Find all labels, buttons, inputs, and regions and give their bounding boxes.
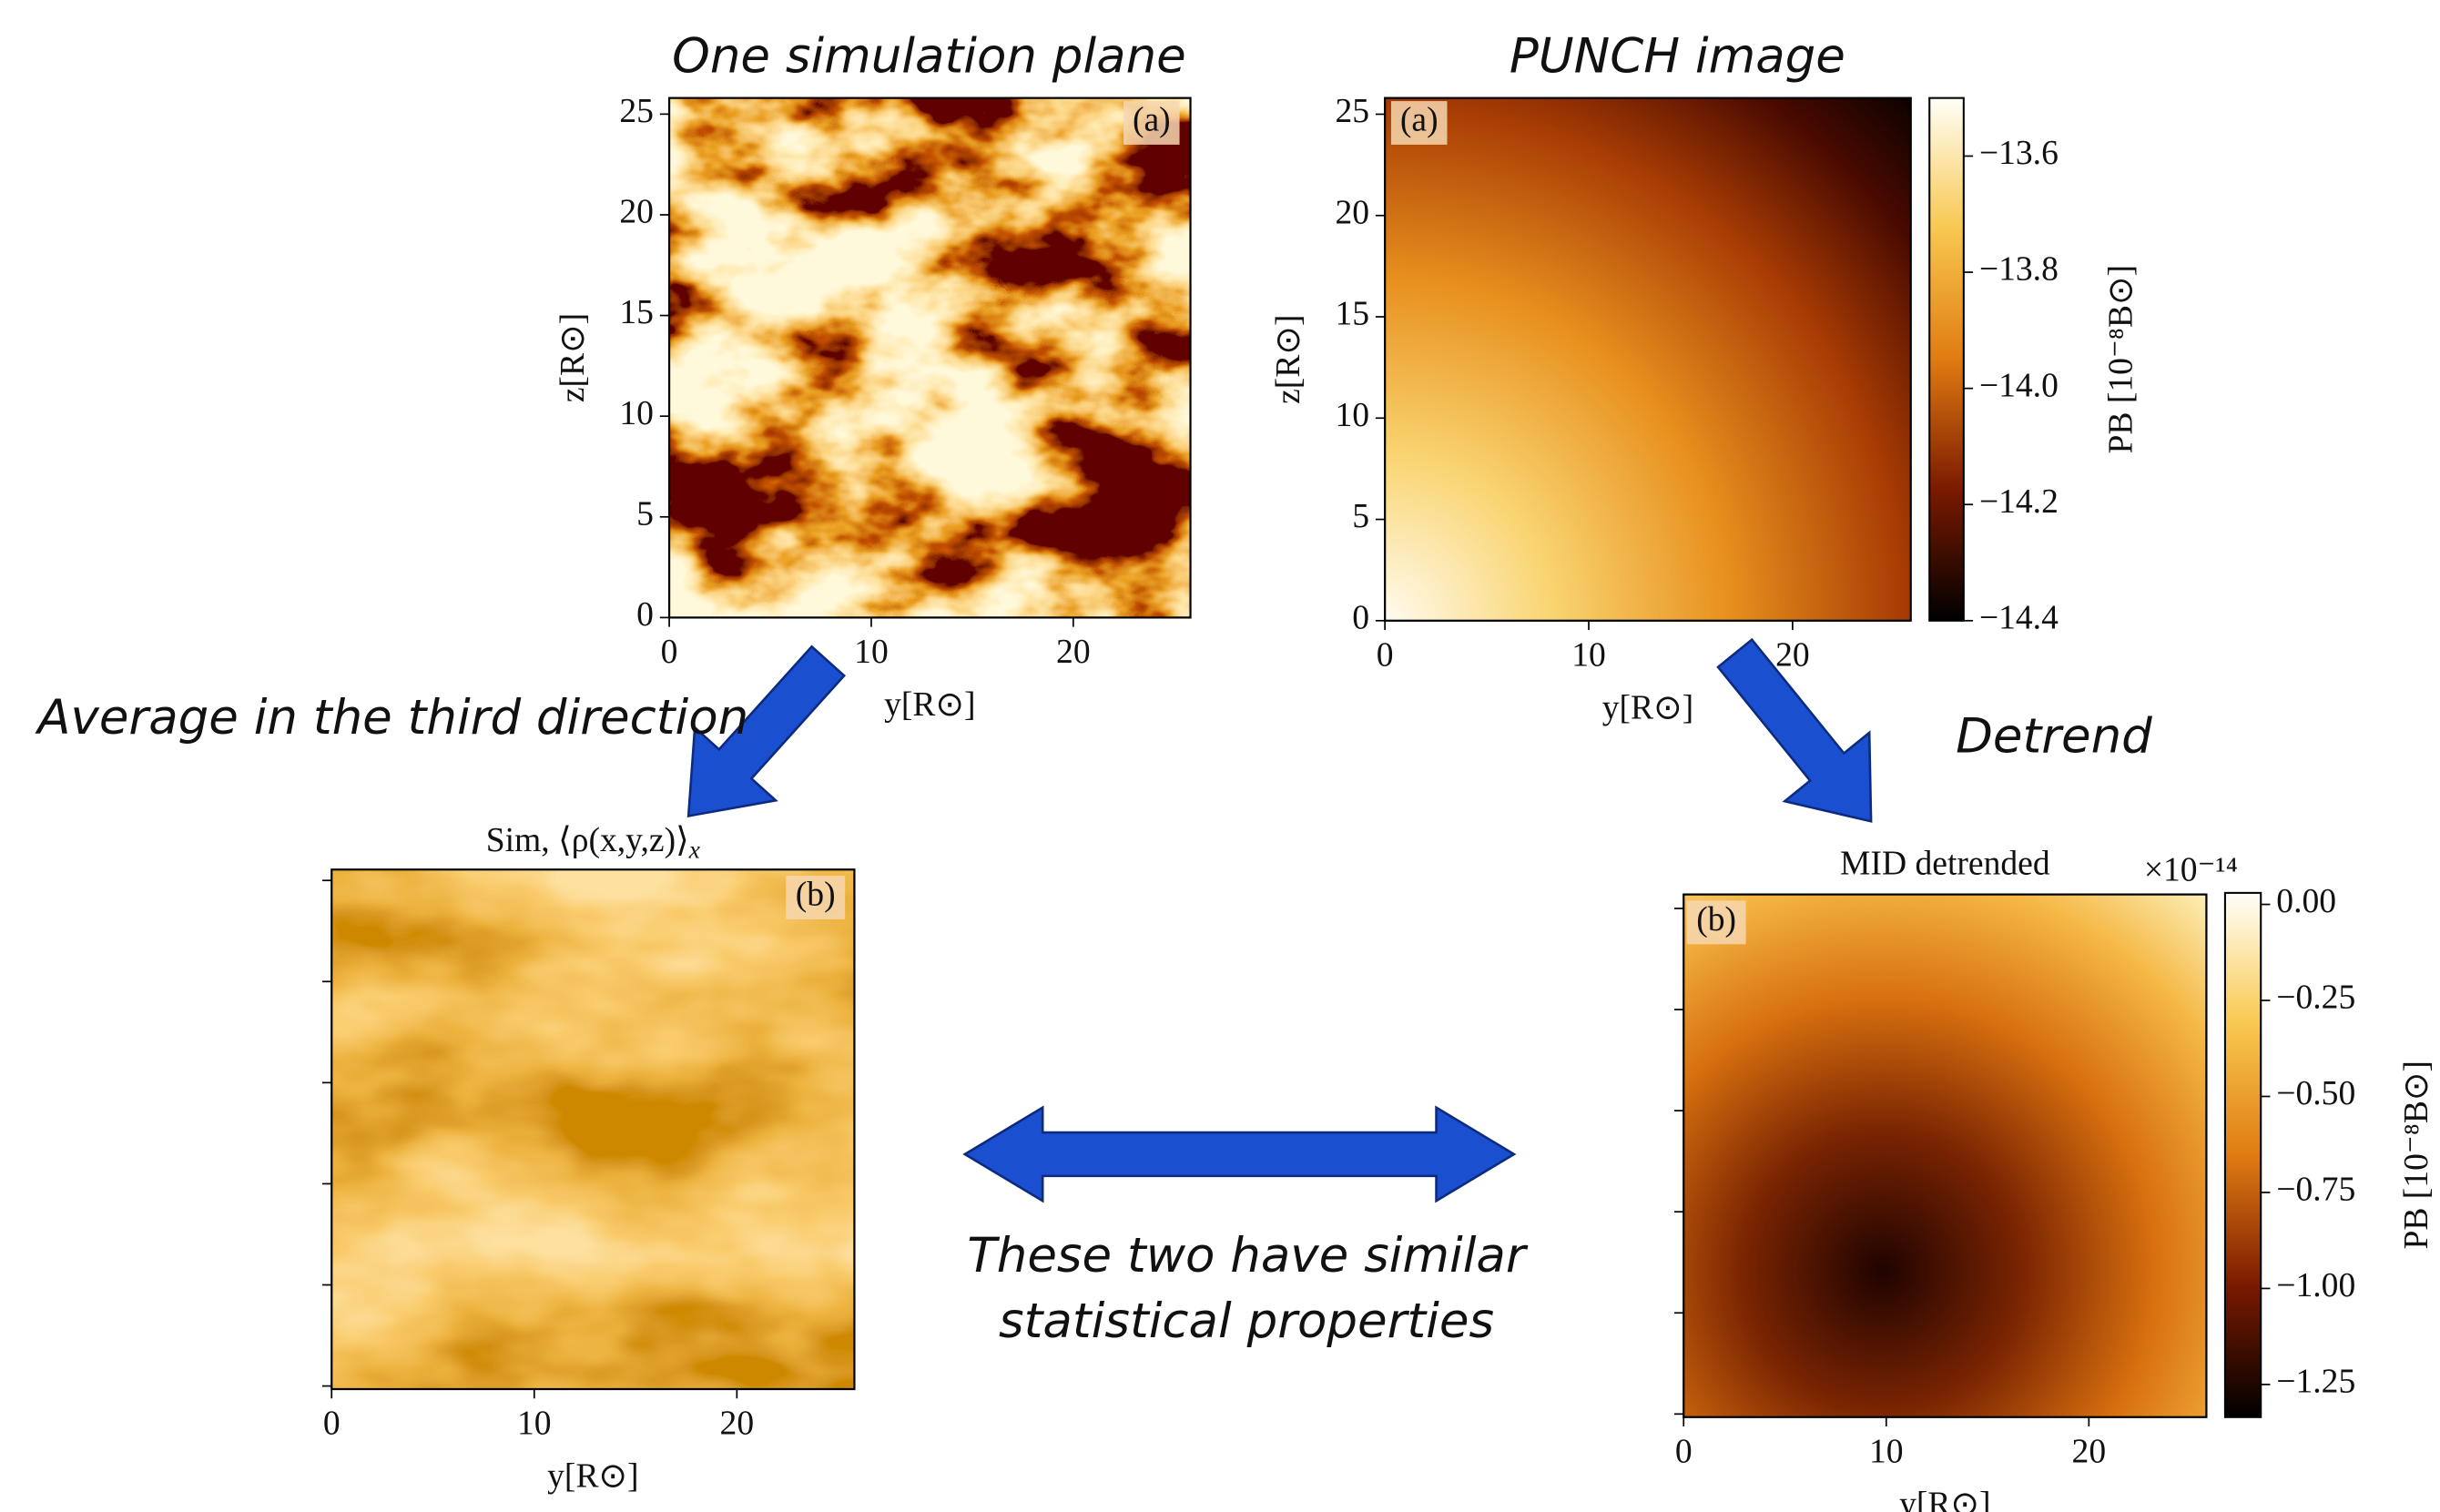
panel-title: One simulation plane xyxy=(672,29,1186,85)
y-tick-label: 0 xyxy=(636,596,654,634)
y-axis-label: z[R⊙] xyxy=(1270,315,1307,404)
heatmap xyxy=(1385,98,1911,621)
x-tick-label: 20 xyxy=(1056,634,1091,671)
x-tick-label: 0 xyxy=(661,634,678,671)
panel-label: (b) xyxy=(1696,901,1736,939)
colorbar-tick-label: −14.2 xyxy=(1979,483,2059,521)
colorbar xyxy=(1929,98,1964,621)
x-axis-label: y[R⊙] xyxy=(1602,690,1693,727)
y-tick-label: 0 xyxy=(1352,599,1369,636)
x-tick-label: 10 xyxy=(1869,1433,1904,1470)
x-tick-label: 0 xyxy=(323,1405,341,1443)
title-subscript: x xyxy=(688,837,700,864)
x-tick-label: 20 xyxy=(1775,636,1810,674)
panel-label: (a) xyxy=(1400,102,1439,139)
x-tick-label: 10 xyxy=(854,634,889,671)
colorbar-label: PB [10⁻⁸B⊙] xyxy=(2398,1060,2435,1249)
x-tick-label: 10 xyxy=(517,1405,552,1443)
colorbar-tick-label: 0.00 xyxy=(2276,883,2336,920)
y-tick-label: 25 xyxy=(1335,93,1369,130)
colorbar-tick-label: −14.4 xyxy=(1979,599,2059,636)
panel-title: PUNCH image xyxy=(1510,29,1845,85)
heatmap xyxy=(331,869,854,1389)
heatmap xyxy=(1683,895,2206,1417)
colorbar-multiplier: ×10⁻¹⁴ xyxy=(2144,851,2238,888)
y-tick-label: 15 xyxy=(619,294,654,331)
y-tick-label: 20 xyxy=(619,194,654,231)
colorbar-tick-label: −13.6 xyxy=(1979,135,2059,172)
x-tick-label: 10 xyxy=(1571,636,1606,674)
colorbar-tick-label: −14.0 xyxy=(1979,367,2059,404)
colorbar xyxy=(2225,893,2261,1417)
y-tick-label: 5 xyxy=(1352,498,1369,535)
y-tick-label: 10 xyxy=(1335,397,1369,434)
x-tick-label: 20 xyxy=(2072,1433,2107,1470)
heatmap xyxy=(669,98,1190,618)
annotation: statistical properties xyxy=(999,1294,1494,1349)
y-tick-label: 25 xyxy=(619,93,654,130)
x-tick-label: 0 xyxy=(1675,1433,1693,1470)
colorbar-tick-label: −0.25 xyxy=(2276,979,2355,1017)
y-axis-label: z[R⊙] xyxy=(554,313,592,402)
colorbar-tick-label: −1.00 xyxy=(2276,1267,2355,1304)
colorbar-label: PB [10⁻⁸B⊙] xyxy=(2102,265,2140,453)
x-axis-label: y[R⊙] xyxy=(547,1458,638,1496)
y-tick-label: 20 xyxy=(1335,194,1369,231)
x-tick-label: 0 xyxy=(1377,636,1394,674)
colorbar-tick-label: −0.75 xyxy=(2276,1172,2355,1209)
figure: Average in the third direction Detrend T… xyxy=(0,0,2440,1512)
colorbar-tick-label: −0.50 xyxy=(2276,1075,2355,1112)
x-axis-label: y[R⊙] xyxy=(1899,1486,1990,1512)
annotation: These two have similar xyxy=(967,1228,1528,1284)
x-tick-label: 20 xyxy=(720,1405,755,1443)
colorbar-tick-label: −13.8 xyxy=(1979,251,2059,289)
panel-label: (b) xyxy=(796,877,836,914)
double-arrow xyxy=(965,1108,1514,1202)
annotation: Detrend xyxy=(1956,708,2152,764)
panel-label: (a) xyxy=(1133,102,1171,139)
y-tick-label: 5 xyxy=(636,495,654,533)
panel-title: Sim, ⟨ρ(x,y,z)⟩x xyxy=(486,822,700,864)
annotation: Average in the third direction xyxy=(35,690,748,746)
x-axis-label: y[R⊙] xyxy=(884,686,975,724)
y-tick-label: 15 xyxy=(1335,296,1369,333)
colorbar-tick-label: −1.25 xyxy=(2276,1364,2355,1401)
y-tick-label: 10 xyxy=(619,395,654,432)
panel-title: MID detrended xyxy=(1840,845,2050,882)
